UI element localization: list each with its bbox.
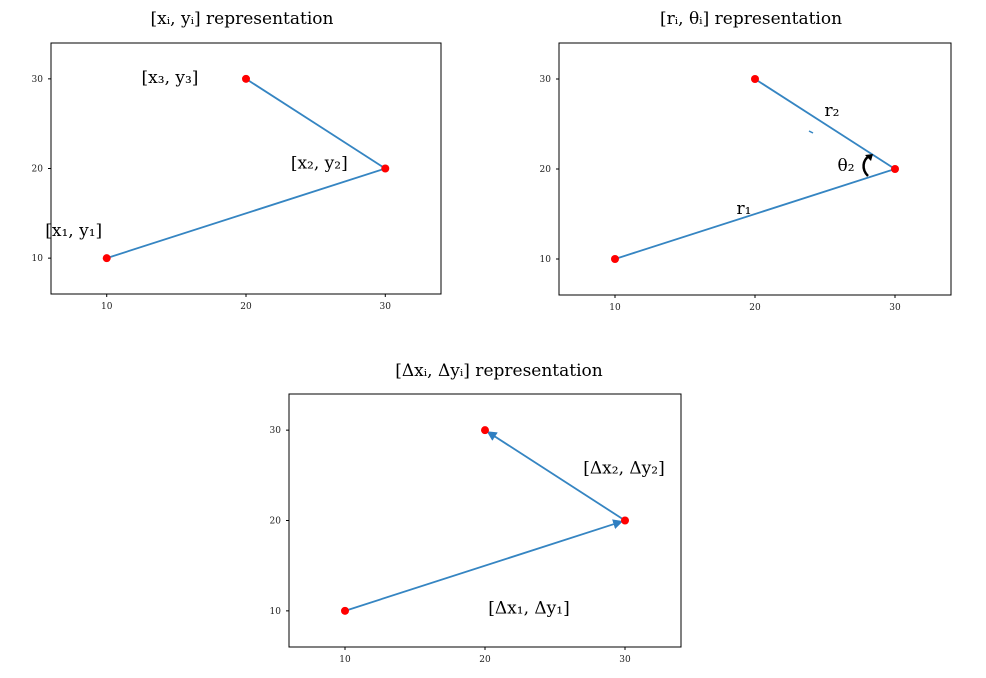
x-tick-label: 10 [101, 302, 113, 312]
x-tick-label: 20 [240, 302, 252, 312]
segment-line [614, 168, 896, 260]
y-tick-label: 10 [540, 255, 552, 265]
x-tick-label: 30 [380, 302, 392, 312]
data-point [611, 255, 619, 263]
annotation-delta-1: [Δx₁, Δy₁] [488, 599, 569, 619]
y-tick-label: 30 [270, 426, 282, 436]
data-point [341, 606, 349, 615]
segment-line [245, 78, 386, 170]
y-tick-label: 20 [540, 165, 552, 175]
segment-line [486, 431, 626, 522]
angle-arrow-head [865, 154, 873, 161]
data-point [102, 254, 111, 263]
data-point [891, 165, 899, 173]
x-tick-label: 10 [609, 303, 621, 313]
annotation-point-1: [x₁, y₁] [45, 221, 102, 241]
chart-title: [Δxᵢ, Δyᵢ] representation [395, 361, 603, 381]
annotation-r2: r₂ [825, 101, 840, 121]
panel-xy: [xᵢ, yᵢ] representation 10 20 30 10 20 3… [32, 9, 442, 312]
x-tick-label: 20 [749, 303, 761, 313]
x-tick-label: 30 [619, 655, 631, 665]
angle-arrow [862, 154, 870, 177]
x-tick-label: 30 [889, 303, 901, 313]
x-tick-label: 20 [479, 655, 491, 665]
annotation-point-2: [x₂, y₂] [291, 154, 348, 174]
annotation-theta2: θ₂ [837, 156, 854, 176]
annotation-r1: r₁ [737, 199, 752, 219]
y-tick-label: 20 [270, 517, 282, 527]
data-point [751, 75, 759, 83]
annotation-delta-2: [Δx₂, Δy₂] [583, 458, 664, 478]
chart-title: [rᵢ, θᵢ] representation [660, 9, 842, 29]
segment-line [344, 519, 624, 612]
segment-line [106, 167, 386, 259]
y-tick-label: 10 [32, 254, 44, 264]
panel-r-theta: [rᵢ, θᵢ] representation 10 20 30 10 20 3… [540, 9, 952, 313]
x-tick-label: 10 [339, 655, 351, 665]
stray-mark [808, 130, 814, 134]
chart-title: [xᵢ, yᵢ] representation [151, 9, 334, 29]
segment-line [754, 78, 896, 170]
data-point [242, 74, 250, 83]
y-tick-label: 30 [540, 75, 552, 85]
data-point [621, 516, 629, 525]
data-point [481, 426, 489, 435]
y-tick-label: 20 [32, 165, 44, 175]
y-tick-label: 30 [32, 75, 44, 85]
panel-delta: [Δxᵢ, Δyᵢ] representation 10 20 30 10 20… [270, 361, 682, 665]
y-tick-label: 10 [270, 607, 282, 617]
annotation-point-3: [x₃, y₃] [142, 68, 199, 88]
data-point [381, 164, 390, 173]
